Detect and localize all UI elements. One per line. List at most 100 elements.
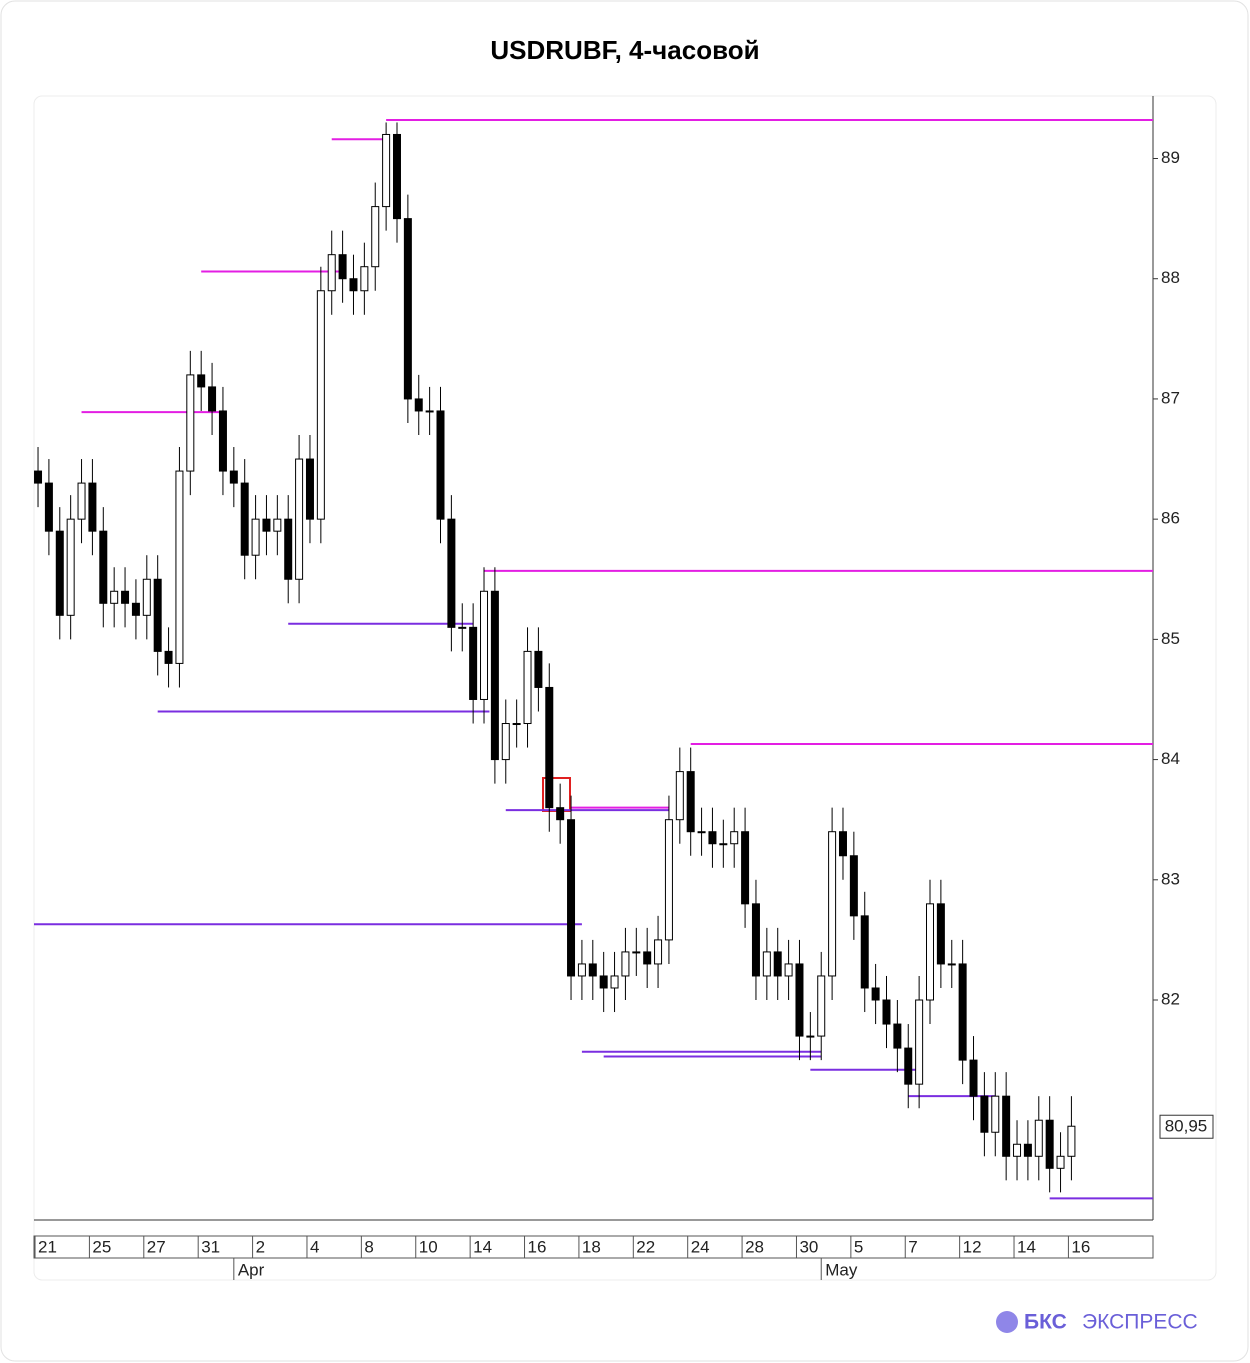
candle-body: [262, 518, 271, 532]
candle-body: [1013, 1143, 1022, 1157]
candle-body: [991, 1095, 1000, 1133]
candle-body: [871, 987, 880, 1001]
candle-body: [382, 133, 391, 208]
candle-body: [131, 602, 140, 616]
candle-body: [142, 578, 151, 616]
candle-body: [295, 458, 304, 580]
candle-body: [838, 831, 847, 857]
candle-body: [621, 951, 630, 977]
candle-body: [1023, 1143, 1032, 1157]
candle-body: [1045, 1119, 1054, 1169]
chart-card: [33, 95, 1217, 1281]
x-tick-label: 27: [147, 1237, 166, 1256]
candle-body: [99, 530, 108, 604]
logo-brand: БКС: [1024, 1311, 1067, 1334]
candle-body: [947, 963, 956, 966]
logo: БКС ЭКСПРЕСС: [996, 1311, 1198, 1334]
x-tick-label: 18: [582, 1237, 601, 1256]
candle-body: [34, 470, 43, 484]
candle-body: [66, 518, 75, 616]
x-tick-label: 30: [799, 1237, 818, 1256]
candle-body: [229, 470, 238, 484]
x-tick-label: 8: [364, 1237, 373, 1256]
candle-body: [251, 518, 260, 556]
candle-body: [197, 374, 206, 388]
chart-title: USDRUBF, 4-часовой: [490, 35, 759, 65]
x-tick-label: 12: [963, 1237, 982, 1256]
y-tick-label: 88: [1161, 268, 1180, 287]
candle-body: [458, 626, 467, 629]
candle-body: [610, 975, 619, 989]
candle-body: [599, 975, 608, 989]
candle-body: [305, 458, 314, 520]
candle-body: [1002, 1095, 1011, 1157]
candle-body: [1034, 1119, 1043, 1157]
y-tick-label: 87: [1161, 388, 1180, 407]
last-price-label: 80,95: [1165, 1117, 1208, 1136]
candle-body: [893, 1023, 902, 1049]
candle-body: [588, 963, 597, 977]
y-tick-label: 85: [1161, 629, 1180, 648]
candle-body: [414, 398, 423, 412]
y-tick-label: 82: [1161, 989, 1180, 1008]
candle-body: [55, 530, 64, 616]
x-tick-label: 24: [691, 1237, 710, 1256]
x-tick-label: 25: [92, 1237, 111, 1256]
month-label: Apr: [238, 1260, 265, 1279]
candle-body: [175, 470, 184, 664]
candle-body: [882, 999, 891, 1025]
y-tick-label: 83: [1161, 869, 1180, 888]
candle-body: [556, 807, 565, 821]
candle-body: [730, 831, 739, 845]
candle-body: [828, 831, 837, 977]
candle-body: [371, 206, 380, 268]
candle-body: [751, 903, 760, 977]
candle-body: [567, 819, 576, 977]
candle-body: [469, 626, 478, 700]
candle-body: [719, 843, 728, 846]
candle-body: [969, 1059, 978, 1097]
y-tick-label: 84: [1161, 749, 1180, 768]
x-tick-label: 7: [908, 1237, 917, 1256]
candle-body: [349, 278, 358, 292]
x-tick-label: 21: [38, 1237, 57, 1256]
candle-body: [1056, 1155, 1065, 1169]
candle-body: [121, 590, 130, 604]
x-tick-label: 14: [1017, 1237, 1036, 1256]
x-tick-label: 31: [201, 1237, 220, 1256]
candle-body: [338, 254, 347, 280]
candle-body: [284, 518, 293, 580]
logo-product: ЭКСПРЕСС: [1082, 1311, 1198, 1334]
candle-body: [654, 939, 663, 965]
candle-body: [697, 831, 706, 834]
candle-body: [545, 686, 554, 809]
y-tick-label: 86: [1161, 509, 1180, 528]
candle-body: [849, 855, 858, 917]
candle-body: [44, 482, 53, 532]
candle-body: [218, 410, 227, 472]
candle-body: [392, 133, 401, 220]
candle-body: [480, 590, 489, 700]
candle-body: [77, 482, 86, 520]
candle-body: [958, 963, 967, 1061]
candle-body: [490, 590, 499, 761]
month-label: May: [825, 1260, 858, 1279]
candle-body: [153, 578, 162, 652]
candle-body: [208, 386, 217, 412]
candle-body: [936, 903, 945, 965]
x-tick-label: 10: [419, 1237, 438, 1256]
candle-body: [240, 482, 249, 556]
candle-body: [860, 915, 869, 989]
candle-body: [795, 963, 804, 1037]
candle-body: [501, 723, 510, 761]
candle-body: [327, 254, 336, 292]
candle-body: [741, 831, 750, 905]
candle-body: [926, 903, 935, 1001]
candle-body: [643, 951, 652, 965]
candle-body: [773, 951, 782, 977]
candle-body: [762, 951, 771, 977]
last-price-box: [1159, 1114, 1214, 1139]
logo-icon: [996, 1311, 1018, 1333]
candle-body: [806, 1035, 815, 1038]
